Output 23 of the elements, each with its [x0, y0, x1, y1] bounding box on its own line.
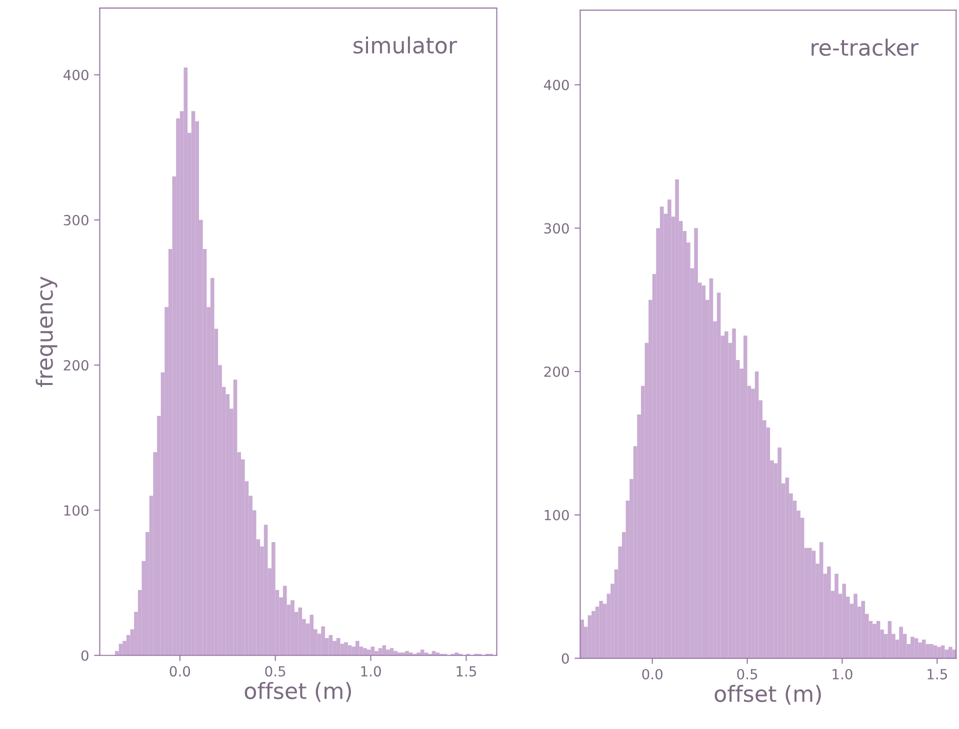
y-axis-title: frequency [36, 276, 58, 387]
y-tick-label: 200 [544, 366, 569, 377]
x-tick-label: 0.5 [737, 668, 758, 680]
x-axis-title: offset (m) [244, 682, 351, 702]
y-tick-label: 300 [64, 214, 88, 226]
x-tick-label: 0.0 [170, 666, 190, 677]
y-tick-label: 400 [544, 80, 569, 90]
x-tick-label: 1.0 [832, 668, 852, 680]
x-tick-label: 0.5 [265, 666, 286, 677]
annotation: re-tracker [812, 38, 919, 56]
x-axis-title: offset (m) [714, 684, 821, 705]
y-tick-label: 100 [64, 505, 88, 516]
annotation: simulator [354, 36, 458, 54]
y-tick-label: 100 [544, 510, 569, 520]
x-tick-label: 1.5 [456, 666, 476, 677]
y-tick-label: 400 [63, 70, 88, 80]
y-tick-label: 200 [64, 360, 88, 371]
y-tick-label: 300 [544, 223, 569, 234]
x-tick-label: 1.0 [361, 666, 381, 677]
y-tick-label: 0 [81, 650, 88, 661]
y-tick-label: 0 [562, 653, 569, 664]
x-tick-label: 0.0 [642, 668, 662, 680]
x-tick-label: 1.5 [928, 669, 947, 680]
